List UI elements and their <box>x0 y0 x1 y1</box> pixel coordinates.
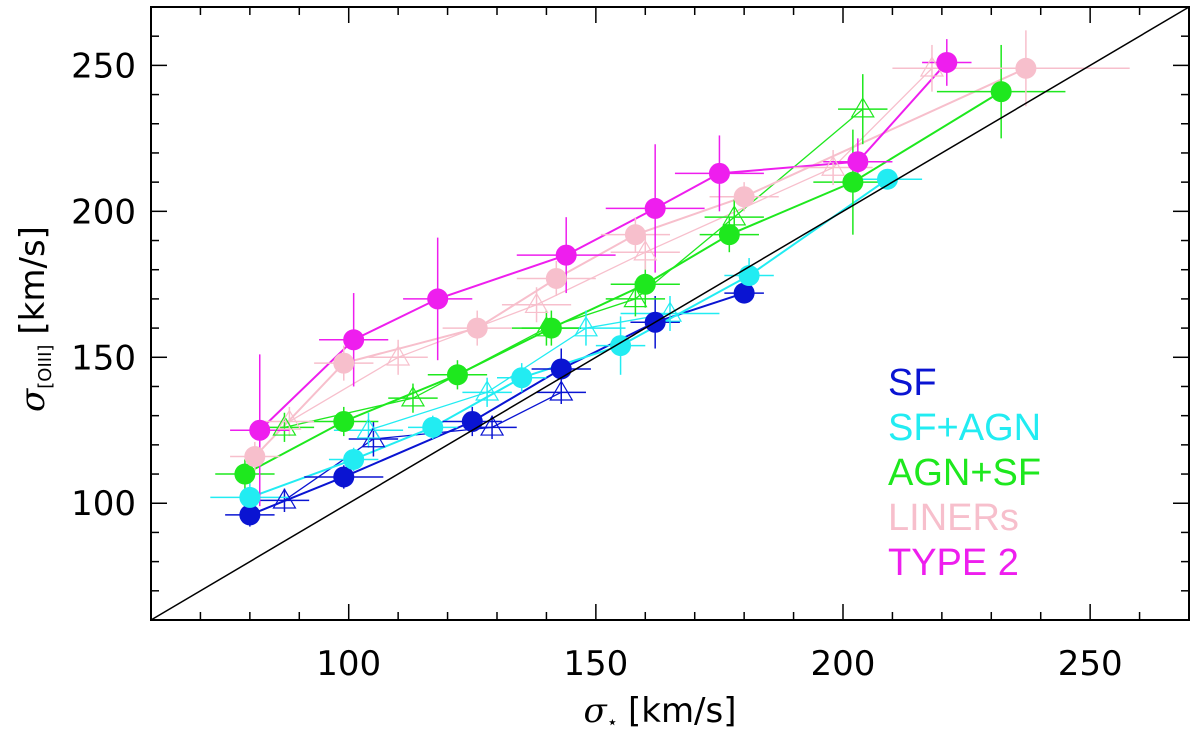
open-triangle-sf-agn <box>657 301 683 322</box>
legend-entry-sf-agn: SF+AGN <box>888 407 1041 449</box>
open-triangle-agn-sf <box>272 415 297 436</box>
filled-point-liners <box>545 267 567 289</box>
open-triangle-liners <box>633 240 658 261</box>
filled-point-agn-sf <box>446 364 468 386</box>
filled-point-type-2 <box>708 162 730 184</box>
filled-point-sf-agn <box>422 416 444 438</box>
filled-point-sf-agn <box>343 448 365 470</box>
open-triangle-liners <box>524 292 549 314</box>
y-tick-label: 100 <box>71 484 136 524</box>
filled-point-agn-sf <box>634 273 656 295</box>
filled-point-liners <box>244 446 266 468</box>
open-triangle-sf <box>480 415 505 436</box>
x-tick-label: 150 <box>563 644 628 684</box>
filled-point-type-2 <box>555 244 577 266</box>
filled-point-agn-sf <box>990 81 1012 103</box>
x-axis-unit: [km/s] <box>628 691 737 731</box>
filled-point-sf-agn <box>738 265 760 287</box>
legend-entry-agn-sf: AGN+SF <box>888 452 1041 494</box>
filled-point-sf <box>239 504 261 526</box>
open-triangle-agn-sf <box>722 204 747 226</box>
filled-point-type-2 <box>427 288 449 310</box>
legend-entry-liners: LINERs <box>888 497 1019 539</box>
y-axis-subscript: [OIII] <box>35 345 56 389</box>
filled-point-agn-sf <box>333 411 355 433</box>
filled-point-sf-agn <box>239 486 261 508</box>
filled-point-type-2 <box>847 151 869 173</box>
filled-point-type-2 <box>249 419 271 441</box>
y-axis-unit: [km/s] <box>13 226 53 335</box>
x-axis-label: σ⋆ [km/s] <box>583 691 736 733</box>
open-triangle-agn-sf <box>400 385 426 407</box>
y-tick-label: 150 <box>71 338 136 378</box>
filled-point-agn-sf <box>234 463 256 485</box>
x-axis-symbol: σ <box>583 691 607 731</box>
open-triangle-liners <box>277 409 302 430</box>
series-line-open-agn-sf <box>284 108 864 428</box>
open-triangle-agn-sf <box>850 96 875 118</box>
series-line-agn-sf <box>244 90 1002 475</box>
filled-point-sf <box>333 466 355 488</box>
y-tick-label: 250 <box>71 46 136 86</box>
legend-entry-type-2: TYPE 2 <box>888 542 1019 584</box>
filled-point-agn-sf <box>718 224 740 246</box>
series-line-open-sf-agn <box>368 312 671 431</box>
filled-point-sf-agn <box>876 168 898 190</box>
filled-point-type-2 <box>936 51 958 73</box>
filled-point-sf <box>733 282 755 304</box>
one-to-one-line <box>150 6 1190 621</box>
open-triangle-sf-agn <box>573 315 599 337</box>
y-axis-label: σ[OIII] [km/s] <box>13 226 56 412</box>
filled-point-sf <box>461 411 483 433</box>
filled-point-sf-agn <box>511 367 533 389</box>
series-line-open-liners <box>289 67 933 423</box>
filled-point-liners <box>466 317 488 339</box>
filled-point-liners <box>624 224 646 246</box>
x-tick-label: 250 <box>1058 644 1123 684</box>
open-triangle-agn-sf <box>623 286 648 308</box>
x-tick-label: 200 <box>811 644 876 684</box>
tick-labels: 100 150 200 250 100 150 200 250 <box>71 46 1123 684</box>
filled-point-liners <box>1015 57 1037 79</box>
legend-entry-sf: SF <box>888 362 937 404</box>
y-axis-symbol: σ <box>13 388 53 412</box>
open-triangle-sf-agn <box>475 380 500 401</box>
open-triangle-sf-agn <box>356 418 381 439</box>
open-triangle-sf <box>549 380 574 401</box>
filled-point-sf <box>550 358 572 380</box>
filled-point-agn-sf <box>540 317 562 339</box>
x-axis-subscript: ⋆ <box>607 712 618 733</box>
open-triangle-sf <box>272 488 297 509</box>
series-line-type-2 <box>259 61 948 431</box>
x-tick-label: 100 <box>316 644 381 684</box>
open-triangle-liners <box>386 345 411 366</box>
y-tick-label: 200 <box>71 192 136 232</box>
filled-point-liners <box>333 352 355 374</box>
filled-point-liners <box>733 186 755 208</box>
axis-ticks <box>151 7 1189 620</box>
filled-point-agn-sf <box>842 171 864 193</box>
open-triangle-liners <box>821 155 846 176</box>
filled-point-type-2 <box>343 329 365 351</box>
filled-point-type-2 <box>644 197 666 219</box>
plot-frame <box>150 6 1190 621</box>
